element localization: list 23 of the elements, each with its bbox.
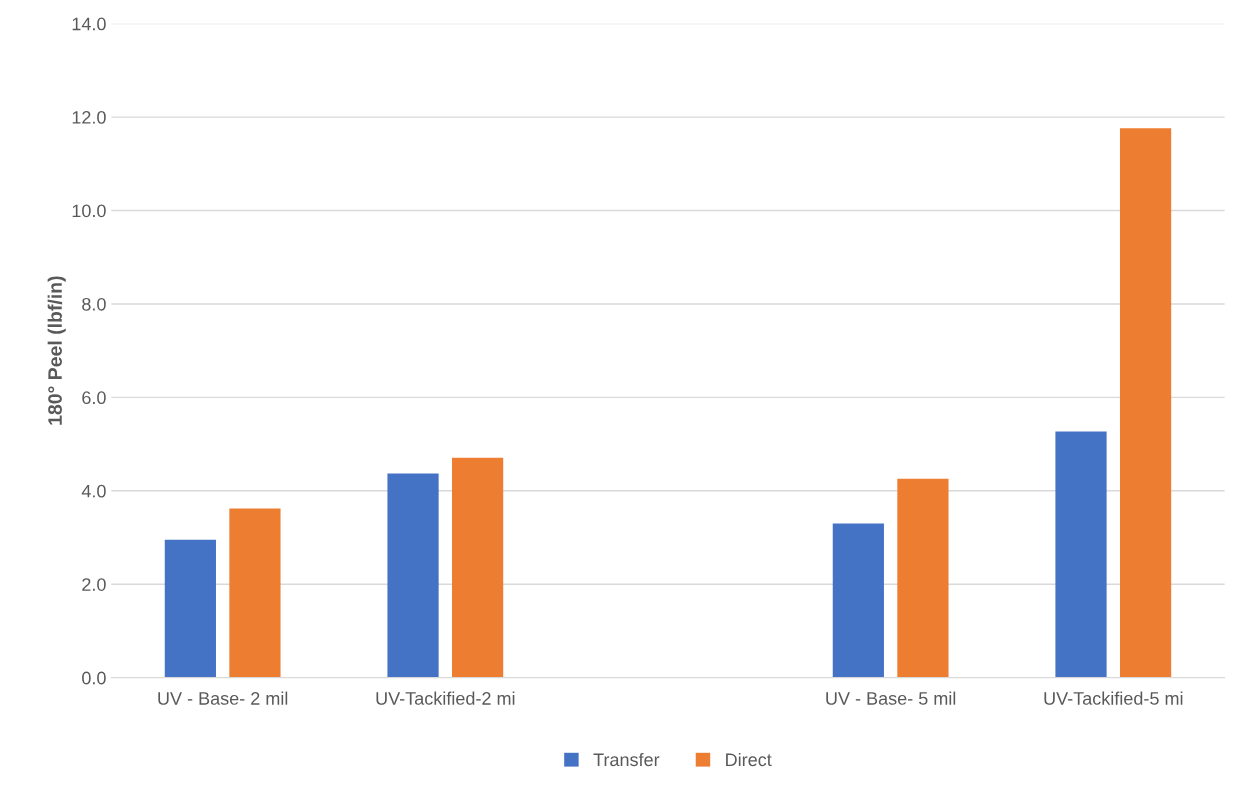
legend-label: Transfer <box>593 752 660 767</box>
x-tick-label: UV-Tackified-5 mi <box>1044 691 1183 705</box>
bar <box>387 473 439 678</box>
y-tick-label: 10.0 <box>72 204 106 218</box>
y-tick-label: 2.0 <box>82 578 106 591</box>
y-axis-title: 180° Peel (lbf/in) <box>47 276 66 425</box>
bar <box>229 508 281 678</box>
bar <box>1119 128 1172 678</box>
y-tick-label: 12.0 <box>72 111 106 124</box>
x-tick-label: UV-Tackified-2 mi <box>376 691 515 705</box>
y-tick-label: 8.0 <box>82 297 106 311</box>
x-tick-label: UV - Base- 5 mil <box>826 691 956 705</box>
bar <box>164 539 216 678</box>
bar <box>1055 431 1107 678</box>
x-tick-label: UV - Base- 2 mil <box>158 691 288 705</box>
bar <box>832 523 884 678</box>
bar <box>452 457 504 678</box>
bar <box>897 478 949 678</box>
y-tick-label: 6.0 <box>82 391 106 405</box>
y-tick-label: 14.0 <box>72 17 106 31</box>
legend-label: Direct <box>726 752 772 767</box>
y-tick-label: 0.0 <box>82 671 106 685</box>
y-tick-label: 4.0 <box>81 484 106 498</box>
